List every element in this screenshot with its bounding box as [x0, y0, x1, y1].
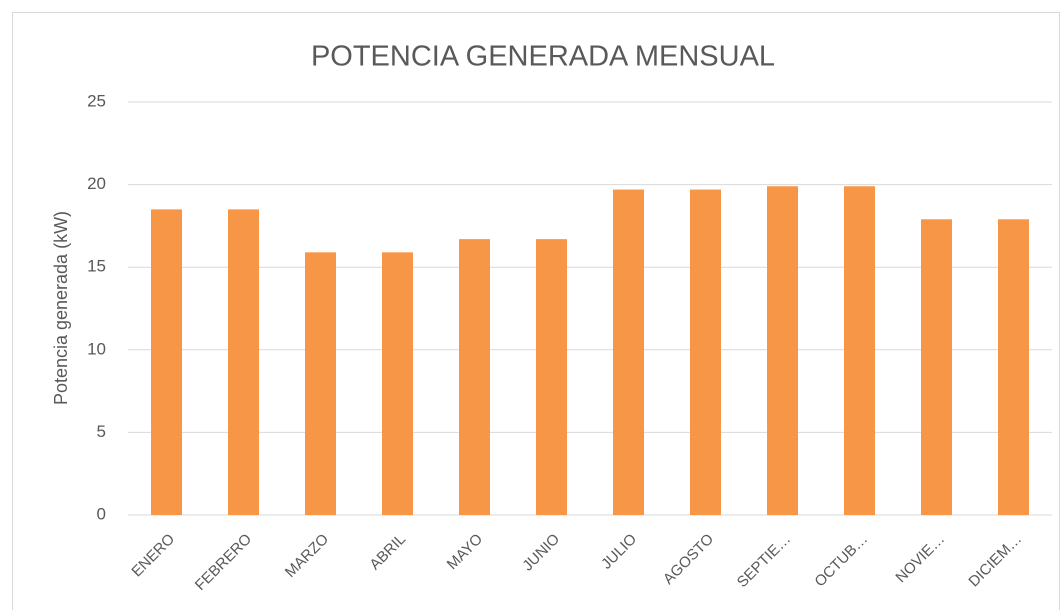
- bar: [921, 219, 952, 516]
- y-tick-label: 20: [87, 174, 106, 193]
- bar: [844, 186, 875, 515]
- bar: [228, 209, 259, 515]
- y-axis-label: Potencia generada (kW): [51, 211, 71, 405]
- chart-title: POTENCIA GENERADA MENSUAL: [311, 41, 775, 73]
- bar: [613, 189, 644, 515]
- y-tick-label: 25: [87, 91, 106, 110]
- y-tick-label: 10: [87, 339, 106, 358]
- bar: [536, 239, 567, 515]
- y-tick-label: 0: [97, 504, 106, 523]
- bar: [459, 239, 490, 515]
- bar: [305, 252, 336, 515]
- bar: [382, 252, 413, 515]
- bar: [998, 219, 1029, 516]
- y-tick-label: 15: [87, 257, 106, 276]
- y-tick-label: 5: [97, 422, 106, 441]
- bar: [767, 186, 798, 515]
- bar: [690, 189, 721, 515]
- bar: [151, 209, 182, 515]
